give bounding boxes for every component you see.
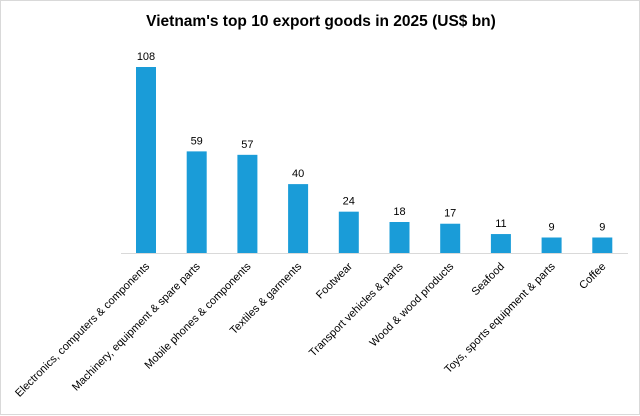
bar bbox=[440, 223, 461, 253]
data-label: 9 bbox=[549, 222, 555, 234]
data-label: 40 bbox=[292, 168, 304, 180]
category-label: Seafood bbox=[470, 261, 507, 298]
category-label: Toys, sports equipment & parts bbox=[442, 260, 558, 376]
bar bbox=[541, 237, 562, 253]
bar bbox=[389, 222, 410, 253]
bar bbox=[338, 211, 359, 253]
category-label: Wood & wood products bbox=[368, 260, 457, 349]
data-label: 59 bbox=[191, 135, 203, 147]
data-label: 9 bbox=[599, 222, 605, 234]
data-label: 24 bbox=[343, 196, 355, 208]
category-label: Mobile phones & components bbox=[143, 260, 254, 371]
bar bbox=[592, 237, 613, 253]
category-label: Coffee bbox=[577, 261, 608, 292]
data-label: 57 bbox=[241, 139, 253, 151]
bar bbox=[490, 234, 511, 253]
chart-title: Vietnam's top 10 export goods in 2025 (U… bbox=[146, 13, 496, 30]
category-label: Footwear bbox=[314, 260, 355, 301]
data-label: 108 bbox=[137, 51, 155, 63]
data-label: 18 bbox=[393, 206, 405, 218]
data-label: 17 bbox=[444, 208, 456, 220]
bar bbox=[186, 151, 207, 253]
bar bbox=[288, 184, 309, 253]
category-label: Transport vehicles & parts bbox=[307, 260, 406, 359]
data-label: 11 bbox=[495, 218, 506, 230]
bar bbox=[136, 67, 156, 253]
bar bbox=[237, 154, 258, 253]
